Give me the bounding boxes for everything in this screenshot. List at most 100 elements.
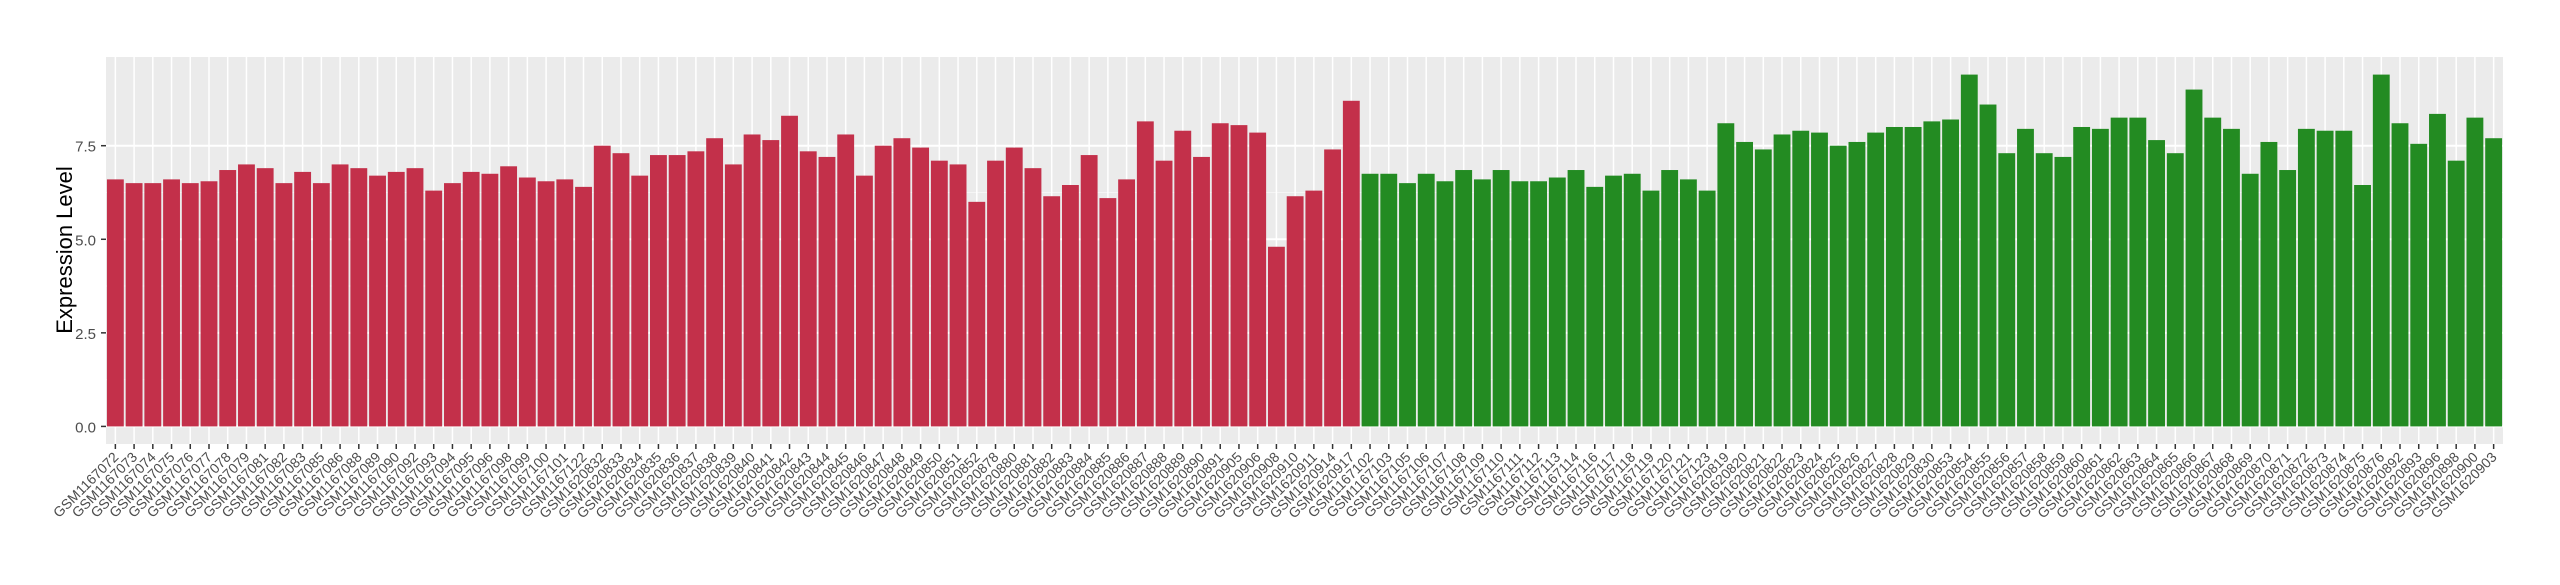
- bar: [2073, 126, 2091, 427]
- bar: [125, 183, 143, 427]
- bar: [1754, 149, 1772, 427]
- bar: [2110, 117, 2128, 427]
- bar: [425, 190, 443, 427]
- bar: [1679, 179, 1697, 427]
- bar: [1249, 132, 1267, 427]
- bar: [1267, 246, 1285, 427]
- bar: [1792, 130, 1810, 427]
- bar: [1155, 160, 1173, 427]
- bar: [312, 183, 330, 427]
- bar: [2035, 153, 2053, 427]
- bar: [1061, 185, 1079, 427]
- bar: [556, 179, 574, 427]
- y-tick-label: 7.5: [75, 139, 96, 156]
- bar: [106, 179, 124, 427]
- bar: [2372, 74, 2390, 427]
- bar: [2148, 140, 2165, 427]
- bar: [518, 177, 536, 427]
- bar: [238, 164, 255, 427]
- bar: [2129, 117, 2147, 427]
- bar: [612, 153, 630, 427]
- bar: [1811, 132, 1828, 427]
- bar: [294, 171, 312, 427]
- bar: [1099, 198, 1117, 427]
- bar: [1492, 170, 1510, 427]
- bar: [369, 175, 386, 427]
- bar: [1960, 74, 1978, 427]
- bar: [762, 140, 780, 427]
- y-tick-label: 0.0: [75, 419, 96, 436]
- bar: [1904, 126, 1922, 427]
- bar: [256, 168, 274, 427]
- bar: [537, 181, 555, 427]
- bar: [500, 166, 518, 427]
- bar: [275, 183, 293, 427]
- bar: [1998, 153, 2016, 427]
- bar: [181, 183, 199, 427]
- bar: [1230, 125, 1248, 427]
- bar: [444, 183, 461, 427]
- bar: [1193, 156, 1210, 427]
- bar: [1586, 186, 1604, 427]
- bar: [1942, 119, 1959, 427]
- bar: [2166, 153, 2184, 427]
- bar: [1455, 170, 1473, 427]
- bar: [406, 168, 424, 427]
- bar: [2185, 89, 2203, 427]
- bar: [1661, 170, 1679, 427]
- bar: [855, 175, 873, 427]
- bar: [1211, 123, 1229, 427]
- bar: [163, 179, 180, 427]
- bar: [350, 168, 368, 427]
- bar: [2429, 113, 2446, 427]
- bar: [1473, 179, 1491, 427]
- bar: [1717, 123, 1735, 427]
- bar: [1567, 170, 1585, 427]
- bar: [2447, 160, 2465, 427]
- bar: [331, 164, 349, 427]
- bar: [2335, 130, 2353, 427]
- bar: [1324, 149, 1342, 427]
- bar: [1080, 155, 1098, 427]
- bar: [2410, 143, 2428, 427]
- bar: [2260, 141, 2278, 427]
- bar: [837, 134, 855, 427]
- bar: [650, 155, 667, 427]
- bar: [219, 170, 237, 427]
- bar: [1736, 141, 1754, 427]
- bar: [987, 160, 1004, 427]
- bar: [743, 134, 761, 427]
- y-axis-title: Expression Level: [52, 166, 77, 334]
- bar: [575, 186, 592, 427]
- bar: [144, 183, 162, 427]
- bar: [1773, 134, 1791, 427]
- bar: [1286, 196, 1304, 427]
- bar: [2279, 170, 2297, 427]
- bar: [1380, 173, 1398, 427]
- bar: [1605, 175, 1622, 427]
- bar: [1174, 130, 1192, 427]
- bar: [2204, 117, 2222, 427]
- bar: [1361, 173, 1379, 427]
- bar: [949, 164, 967, 427]
- bar: [1829, 145, 1847, 427]
- bar: [1979, 104, 1997, 427]
- bar: [1548, 177, 1566, 427]
- bar: [2017, 128, 2034, 427]
- bar: [1118, 179, 1136, 427]
- y-tick-label: 5.0: [75, 232, 96, 249]
- bar: [1005, 147, 1023, 427]
- bar: [724, 164, 742, 427]
- bar: [2223, 128, 2240, 427]
- bar: [1511, 181, 1529, 427]
- bar: [1136, 121, 1154, 427]
- bar: [2485, 138, 2503, 427]
- bar: [481, 173, 499, 427]
- bar: [1043, 196, 1061, 427]
- bar: [668, 155, 686, 427]
- bar: [2316, 130, 2334, 427]
- bar: [631, 175, 649, 427]
- bar: [1885, 126, 1903, 427]
